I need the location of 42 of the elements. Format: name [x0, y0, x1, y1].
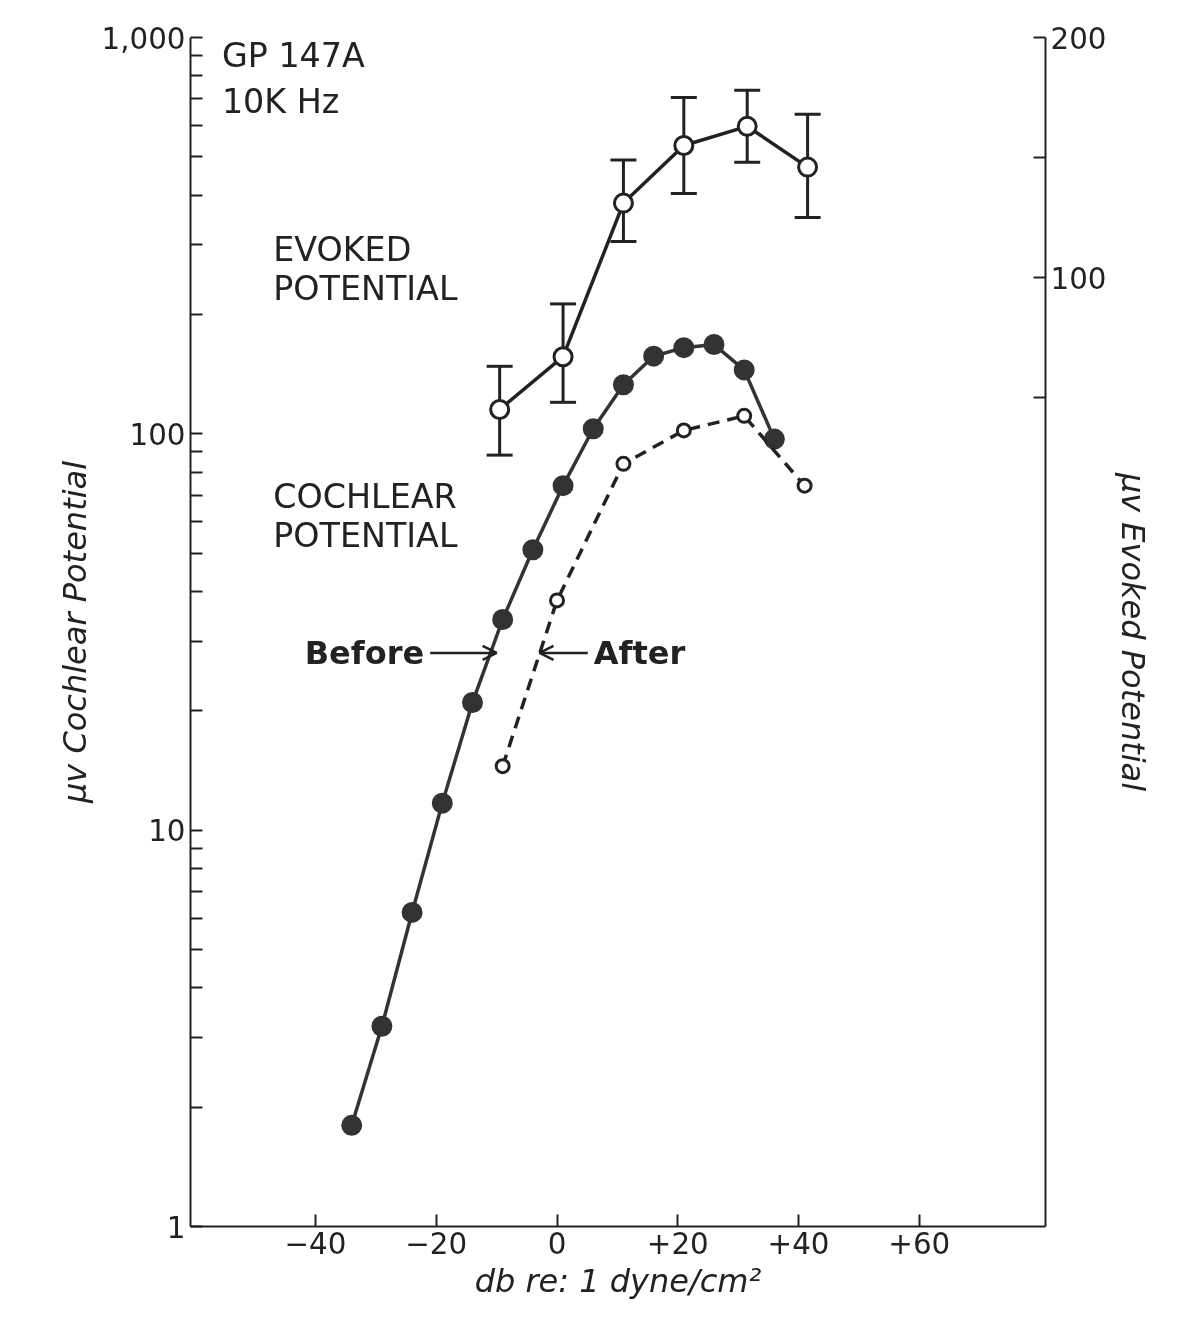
point	[522, 539, 544, 561]
point	[371, 1015, 393, 1037]
annotation: COCHLEAR POTENTIAL	[273, 477, 458, 556]
point	[703, 334, 725, 356]
point	[673, 337, 695, 359]
x-tick-label: +40	[767, 1226, 830, 1261]
chart-title: GP 147A	[221, 36, 366, 76]
point	[494, 758, 511, 775]
x-tick-label: −20	[405, 1226, 468, 1261]
y2-axis-title: µv Evoked Potential	[1114, 471, 1153, 792]
annotation: EVOKED POTENTIAL	[273, 230, 458, 309]
y2-tick-label: 100	[1050, 261, 1107, 296]
point	[733, 359, 755, 381]
x-tick-label: +20	[646, 1226, 709, 1261]
text: 10K Hz	[221, 81, 340, 121]
point	[675, 422, 692, 439]
point	[401, 901, 423, 923]
annotation: Before	[304, 633, 425, 672]
point	[736, 407, 753, 424]
point	[582, 418, 604, 440]
point	[552, 475, 574, 497]
y2-tick-label: 200	[1050, 21, 1107, 56]
point	[796, 477, 813, 494]
point	[615, 455, 632, 472]
point	[612, 374, 634, 396]
x-axis-title: db re: 1 dyne/cm²	[474, 1261, 762, 1300]
x-tick-label: −40	[284, 1226, 347, 1261]
point	[492, 609, 514, 631]
y-axis-title: µv Cochlear Potential	[55, 460, 94, 805]
y-tick-label: 1,000	[101, 21, 186, 56]
point	[461, 691, 483, 713]
annotation: After	[593, 633, 686, 672]
x-tick-label: +60	[888, 1226, 951, 1261]
point	[341, 1114, 363, 1136]
point	[431, 792, 453, 814]
x-tick-label: 0	[547, 1226, 567, 1261]
point	[763, 428, 785, 450]
point	[643, 345, 665, 367]
y-tick-label: 100	[129, 417, 186, 452]
y-tick-label: 10	[148, 814, 186, 849]
point	[549, 592, 566, 609]
y-tick-label: 1	[166, 1210, 186, 1245]
